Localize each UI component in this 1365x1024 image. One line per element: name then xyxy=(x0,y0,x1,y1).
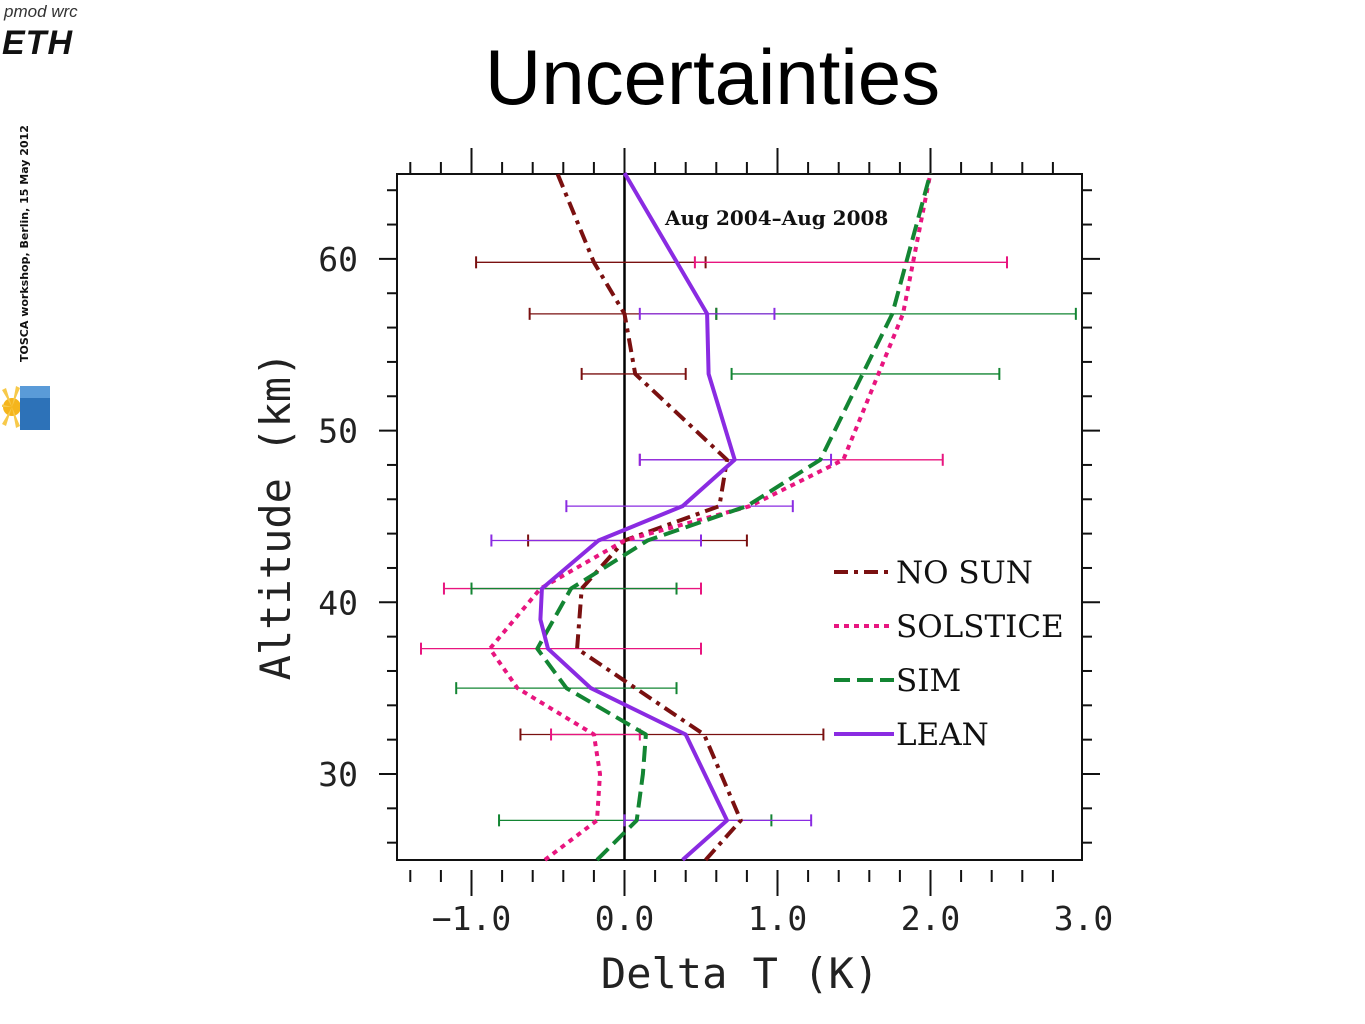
x-tick-label: 2.0 xyxy=(901,899,961,938)
x-tick-labels: −1.0 0.0 1.0 2.0 3.0 xyxy=(432,899,1114,938)
legend-label-lean: LEAN xyxy=(896,717,989,753)
y-tick-label: 60 xyxy=(318,240,358,279)
tosca-logo xyxy=(0,382,50,437)
sunburst-icon xyxy=(0,386,21,428)
legend-label-no-sun: NO SUN xyxy=(896,555,1033,591)
x-tick-label: 1.0 xyxy=(748,899,808,938)
x-tick-label: −1.0 xyxy=(432,899,511,938)
y-tick-label: 30 xyxy=(318,755,358,794)
eth-logo: ETH xyxy=(2,24,73,62)
legend: NO SUN SOLSTICE SIM LEAN xyxy=(834,555,1064,753)
series-line-lean xyxy=(538,171,737,862)
y-axis-ticks xyxy=(379,189,1100,844)
series-line-no-sun xyxy=(555,172,743,862)
period-annotation: Aug 2004–Aug 2008 xyxy=(664,206,888,230)
series-line-sim xyxy=(535,172,933,862)
pmod-wrc-logo: pmod wrc xyxy=(4,2,78,21)
plot-border xyxy=(396,173,1083,861)
y-tick-labels: 30 40 50 60 xyxy=(318,240,358,794)
series-lines xyxy=(487,171,933,862)
legend-label-solstice: SOLSTICE xyxy=(896,609,1064,645)
slide-title: Uncertainties xyxy=(484,33,941,121)
legend-label-sim: SIM xyxy=(896,663,961,699)
y-tick-label: 40 xyxy=(318,583,358,622)
x-tick-label: 0.0 xyxy=(595,899,655,938)
x-axis-ticks xyxy=(409,148,1054,896)
y-axis-title: Altitude (km) xyxy=(251,352,300,681)
series-line-solstice xyxy=(487,172,933,862)
y-tick-label: 50 xyxy=(318,412,358,451)
x-tick-label: 3.0 xyxy=(1054,899,1114,938)
plot-frame xyxy=(396,173,1083,861)
x-axis-title: Delta T (K) xyxy=(601,949,879,998)
